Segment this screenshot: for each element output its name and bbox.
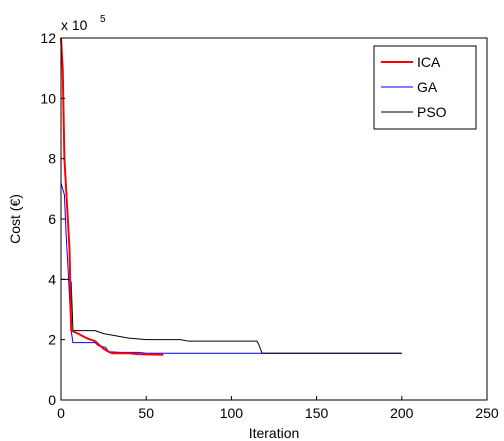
x-tick-label: 150 bbox=[305, 405, 329, 421]
x-tick-label: 50 bbox=[138, 405, 154, 421]
legend-label-ica: ICA bbox=[417, 54, 441, 70]
legend-label-pso: PSO bbox=[417, 104, 447, 120]
y-tick-label: 6 bbox=[48, 211, 56, 227]
y-tick-label: 0 bbox=[48, 392, 56, 408]
series-line-ica bbox=[60, 37, 164, 356]
legend: ICA GA PSO bbox=[373, 45, 477, 130]
series-layer bbox=[60, 37, 402, 356]
y-axis-ticks: 0 2 4 6 8 10 12 bbox=[40, 30, 65, 408]
series-line-pso bbox=[61, 278, 402, 354]
y-tick-label: 12 bbox=[40, 30, 56, 46]
x-axis-ticks: 0 50 100 150 200 250 bbox=[57, 396, 499, 421]
y-tick-label: 2 bbox=[48, 332, 56, 348]
x-tick-label: 200 bbox=[390, 405, 414, 421]
x-tick-label: 100 bbox=[220, 405, 244, 421]
y-tick-label: 10 bbox=[40, 90, 56, 106]
series-line-ga bbox=[60, 182, 402, 354]
legend-label-ga: GA bbox=[417, 79, 438, 95]
y-tick-label: 8 bbox=[48, 151, 56, 167]
y-multiplier-exponent: 5 bbox=[100, 14, 106, 25]
y-axis-label: Cost (€) bbox=[7, 194, 23, 244]
y-tick-label: 4 bbox=[48, 271, 56, 287]
y-multiplier-base: x 10 bbox=[61, 17, 88, 33]
x-axis-label: Iteration bbox=[249, 425, 300, 441]
x-tick-label: 0 bbox=[57, 405, 65, 421]
x-tick-label: 250 bbox=[475, 405, 499, 421]
